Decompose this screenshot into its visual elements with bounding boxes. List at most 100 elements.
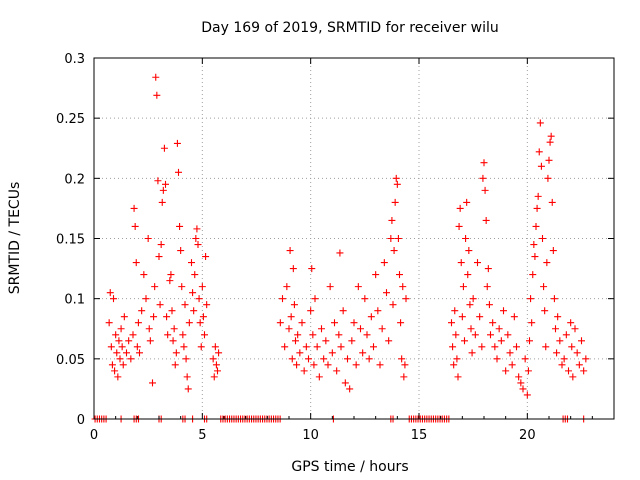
data-point: [448, 319, 455, 327]
data-point: [211, 343, 219, 351]
data-point: [542, 343, 550, 351]
data-point: [212, 361, 220, 369]
data-point: [550, 295, 558, 303]
data-point: [308, 265, 316, 273]
data-point: [199, 313, 207, 321]
data-point: [288, 355, 296, 363]
data-point: [318, 325, 325, 333]
data-point: [508, 361, 516, 369]
data-point: [192, 235, 200, 242]
data-point: [388, 216, 396, 224]
data-point: [185, 319, 193, 327]
data-point: [163, 313, 171, 321]
data-point: [549, 247, 557, 255]
data-point: [346, 385, 354, 393]
data-point: [535, 148, 543, 156]
data-point: [289, 265, 297, 273]
x-axis-label: GPS time / hours: [291, 459, 408, 475]
data-point: [524, 367, 532, 375]
data-point: [376, 361, 384, 369]
data-point: [367, 313, 375, 321]
data-point: [392, 174, 400, 182]
data-point: [350, 319, 358, 327]
data-point: [294, 331, 302, 339]
data-point: [582, 355, 590, 363]
data-point: [305, 355, 312, 363]
data-point: [454, 373, 462, 381]
data-point: [133, 343, 141, 351]
data-point: [482, 216, 490, 224]
data-point: [290, 301, 298, 309]
data-point: [152, 73, 160, 81]
data-point: [276, 319, 284, 327]
data-point: [465, 247, 473, 255]
data-point: [108, 361, 116, 369]
data-point: [194, 241, 202, 249]
data-point: [292, 337, 299, 345]
data-point: [480, 159, 488, 167]
data-point: [140, 271, 148, 279]
data-point: [136, 349, 143, 357]
data-point: [181, 301, 189, 309]
data-point: [203, 301, 211, 309]
data-point: [468, 349, 476, 357]
data-point: [370, 343, 377, 351]
data-point: [171, 361, 179, 369]
data-point: [153, 91, 161, 99]
data-point: [195, 295, 203, 303]
data-point: [144, 235, 152, 242]
data-point: [580, 367, 588, 375]
data-point: [189, 289, 197, 297]
data-point: [469, 295, 477, 303]
data-point: [115, 337, 123, 345]
data-point: [539, 235, 546, 242]
data-point: [354, 283, 362, 291]
data-point: [506, 349, 514, 357]
data-point: [457, 259, 465, 267]
data-point: [307, 307, 315, 315]
data-point: [138, 307, 146, 315]
data-point: [196, 319, 204, 327]
data-point: [393, 180, 401, 188]
data-point: [401, 361, 409, 369]
data-point: [131, 222, 139, 230]
data-point: [118, 343, 126, 351]
data-point: [528, 319, 536, 327]
data-point: [326, 283, 334, 291]
data-point: [372, 271, 380, 279]
data-point: [168, 307, 176, 315]
data-point: [183, 373, 191, 381]
data-point: [158, 198, 166, 206]
data-point: [464, 271, 472, 279]
data-point: [536, 119, 544, 127]
data-point: [455, 222, 463, 230]
data-point: [344, 355, 351, 363]
data-point: [107, 343, 115, 351]
data-point: [560, 355, 568, 363]
y-tick-label: 0: [77, 413, 85, 428]
data-point: [544, 174, 552, 182]
data-point: [365, 355, 373, 363]
y-tick-label: 0.15: [56, 233, 85, 248]
data-point: [363, 331, 371, 339]
data-point: [129, 331, 137, 339]
data-point: [515, 373, 523, 381]
data-point: [315, 373, 323, 381]
data-point: [201, 331, 208, 339]
data-point: [279, 295, 286, 303]
data-point: [283, 283, 291, 291]
data-point: [145, 325, 153, 333]
data-point: [391, 198, 399, 206]
data-point: [543, 259, 551, 267]
data-point: [552, 325, 559, 333]
data-point: [169, 337, 177, 345]
data-point: [361, 295, 369, 303]
data-point: [532, 222, 540, 230]
data-point: [286, 247, 294, 255]
data-point: [149, 379, 156, 387]
data-point: [154, 177, 162, 185]
data-point: [311, 295, 319, 303]
data-point: [575, 361, 583, 369]
data-point: [398, 355, 406, 363]
data-point: [164, 331, 172, 339]
